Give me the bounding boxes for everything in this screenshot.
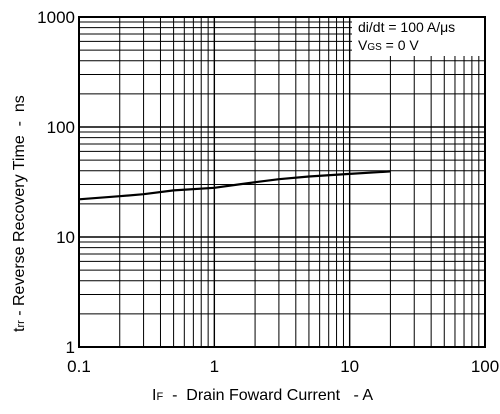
x-tick-label: 1	[210, 357, 219, 376]
y-tick-label: 1000	[37, 8, 75, 27]
y-tick-label: 10	[56, 228, 75, 247]
y-tick-label: 100	[47, 118, 75, 137]
x-tick-labels: 0.1 1 10 100	[67, 357, 499, 376]
annotation-line-1: di/dt = 100 A/μs	[358, 19, 455, 35]
x-tick-label: 10	[340, 357, 359, 376]
annotation-box	[352, 18, 484, 56]
plot-frame	[78, 16, 486, 348]
y-tick-labels: 1 10 100 1000	[37, 8, 75, 357]
y-tick-label: 1	[66, 338, 75, 357]
grid-lines	[79, 17, 485, 347]
series-line	[78, 170, 391, 201]
x-tick-label: 100	[471, 357, 499, 376]
y-axis-title: trr - Reverse Recovery Time - ns	[11, 95, 28, 332]
x-tick-label: 0.1	[67, 357, 91, 376]
x-axis-title: IF - Drain Foward Current - A	[152, 387, 373, 404]
annotation-line-2: VGS = 0 V	[358, 37, 419, 53]
